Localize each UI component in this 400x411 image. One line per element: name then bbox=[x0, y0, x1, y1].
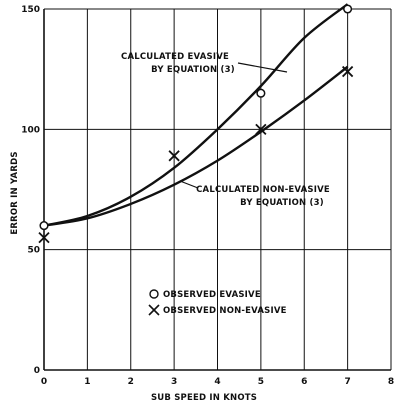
annotation-evasive-pointer bbox=[237, 62, 288, 73]
grid bbox=[43, 8, 392, 371]
y-tick-label-100: 100 bbox=[21, 125, 40, 135]
y-tick-label-0: 0 bbox=[34, 366, 40, 376]
x-axis-label: SUB SPEED IN KNOTS bbox=[151, 393, 257, 403]
annotation-non-evasive-line-2: BY EQUATION (3) bbox=[240, 198, 324, 208]
calculated-curves bbox=[43, 3, 349, 227]
legend-label-evasive: OBSERVED EVASIVE bbox=[163, 290, 261, 300]
annotation-non-evasive-line-1: CALCULATED NON-EVASIVE bbox=[196, 185, 330, 195]
legend-x-marker bbox=[148, 304, 160, 316]
x-tick-label-3: 3 bbox=[171, 377, 177, 387]
x-tick-label-1: 1 bbox=[84, 377, 90, 387]
legend-label-non-evasive: OBSERVED NON-EVASIVE bbox=[163, 306, 287, 316]
x-tick-label-7: 7 bbox=[344, 377, 350, 387]
observed-non-evasive-point bbox=[168, 150, 180, 162]
y-tick-label-150: 150 bbox=[21, 5, 40, 15]
y-tick-labels: 0 50 100 150 bbox=[21, 5, 40, 376]
y-tick-label-50: 50 bbox=[27, 246, 40, 256]
observed-evasive-point bbox=[39, 221, 49, 231]
x-tick-label-8: 8 bbox=[388, 377, 394, 387]
x-tick-label-2: 2 bbox=[128, 377, 134, 387]
annotation-non-evasive: CALCULATED NON-EVASIVE BY EQUATION (3) bbox=[179, 180, 330, 208]
x-tick-label-6: 6 bbox=[301, 377, 307, 387]
annotation-non-evasive-pointer bbox=[179, 180, 199, 189]
x-tick-label-5: 5 bbox=[258, 377, 264, 387]
annotation-evasive-line-2: BY EQUATION (3) bbox=[151, 65, 235, 75]
observed-non-evasive-point bbox=[255, 123, 267, 135]
x-tick-labels: 0 1 2 3 4 5 6 7 8 bbox=[41, 377, 394, 387]
y-axis-label: ERROR IN YARDS bbox=[10, 151, 20, 234]
x-tick-label-4: 4 bbox=[214, 377, 220, 387]
observed-non-evasive-point bbox=[38, 231, 50, 244]
observed-points bbox=[38, 4, 354, 244]
annotation-evasive-line-1: CALCULATED EVASIVE bbox=[121, 52, 229, 62]
calculated-non-evasive-curve bbox=[43, 65, 349, 227]
observed-evasive-point bbox=[256, 88, 266, 98]
legend-circle-marker bbox=[149, 289, 159, 299]
observed-evasive-point bbox=[343, 4, 353, 14]
legend: OBSERVED EVASIVE OBSERVED NON-EVASIVE bbox=[148, 289, 287, 316]
calculated-evasive-curve bbox=[43, 3, 349, 227]
annotation-evasive: CALCULATED EVASIVE BY EQUATION (3) bbox=[121, 52, 288, 75]
x-tick-label-0: 0 bbox=[41, 377, 47, 387]
observed-non-evasive-point bbox=[341, 65, 354, 78]
